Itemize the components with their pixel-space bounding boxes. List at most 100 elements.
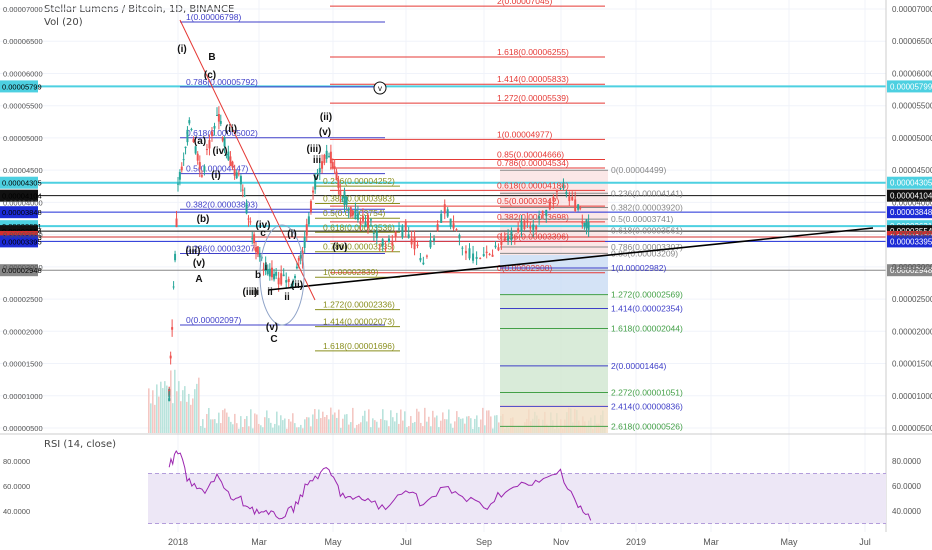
volume-bar <box>150 403 152 433</box>
candle-body <box>231 161 234 168</box>
volume-bar <box>458 417 460 433</box>
fib-right-label: 1.414(0.00002354) <box>611 303 683 313</box>
volume-bar <box>358 423 360 433</box>
volume-bar <box>274 423 276 433</box>
y-tick-label: 0.00002500 <box>892 295 932 304</box>
candle-body <box>325 150 328 159</box>
candle-body <box>475 256 478 259</box>
candle-body <box>529 226 532 229</box>
y-tick-label-left: 0.00003000 <box>3 263 43 272</box>
candle-body <box>205 149 208 151</box>
candle-body <box>468 248 471 259</box>
left-price-tag <box>0 235 38 248</box>
fib-right-label: 1.618(0.00002044) <box>611 323 683 333</box>
volume-bar <box>466 416 468 433</box>
candle-body <box>333 166 336 170</box>
candle-body <box>407 234 410 238</box>
left-price-tag-label: 0.00005799 <box>2 82 42 91</box>
rsi-tick-label-left: 60.0000 <box>3 482 30 491</box>
volume-bar <box>170 370 172 433</box>
volume-bar <box>448 409 450 433</box>
fib-right-label: 0.786(0.00003307) <box>611 242 683 252</box>
candle-body <box>180 166 183 171</box>
volume-bar <box>216 423 218 433</box>
candle-body <box>494 245 497 248</box>
candle-body <box>394 231 397 238</box>
volume-bar <box>496 415 498 433</box>
candle-body <box>247 218 250 220</box>
candle-body <box>568 196 571 202</box>
y-tick-label-left: 0.00002500 <box>3 295 43 304</box>
y-tick-label: 0.00003500 <box>892 231 932 240</box>
candle-body <box>361 216 364 221</box>
candle-body <box>458 234 461 239</box>
volume-bar <box>308 417 310 433</box>
wave-label: (c) <box>204 70 216 81</box>
volume-bar <box>306 417 308 433</box>
candle-body <box>323 154 326 164</box>
y-tick-label-left: 0.00006500 <box>3 37 43 46</box>
candle-body <box>562 186 565 188</box>
candle-body <box>290 286 293 288</box>
fib-right-label: 2.272(0.00001051) <box>611 387 683 397</box>
volume-bar <box>186 401 188 433</box>
fib-upper-label: 0.786(0.00004534) <box>497 158 569 168</box>
volume-bar <box>414 421 416 433</box>
volume-bar <box>464 423 466 433</box>
volume-bar <box>376 421 378 433</box>
wave-v-circle <box>373 81 387 95</box>
candle-body <box>354 209 357 220</box>
x-tick-label: May <box>324 537 342 547</box>
volume-bar <box>398 423 400 433</box>
volume-bar <box>230 421 232 433</box>
volume-bar <box>294 423 296 433</box>
candle-body <box>583 222 586 226</box>
volume-bar <box>196 383 198 433</box>
volume-bar <box>258 423 260 433</box>
volume-bar <box>272 427 274 433</box>
volume-bar <box>478 427 480 433</box>
fib-right-label: 0.236(0.00004141) <box>611 188 683 198</box>
volume-bar <box>442 412 444 433</box>
candle-body <box>292 280 295 285</box>
volume-bar <box>428 416 430 433</box>
candle-body <box>364 221 367 227</box>
candle-body <box>381 239 384 247</box>
candle-body <box>422 262 425 265</box>
candle-body <box>349 207 352 217</box>
volume-bar <box>426 421 428 433</box>
volume-bar <box>366 421 368 433</box>
volume-bar <box>236 423 238 433</box>
candle-body <box>523 220 526 230</box>
volume-bar <box>152 390 154 433</box>
rsi-tick-label-left: 40.0000 <box>3 507 30 516</box>
candle-body <box>587 222 590 230</box>
volume-bar <box>200 426 202 433</box>
candle-body <box>168 398 171 402</box>
volume-bar <box>210 419 212 433</box>
y-tick-label: 0.00002000 <box>892 327 932 336</box>
volume-bar <box>260 425 262 433</box>
volume-bar <box>494 415 496 433</box>
fib-left-label: 0.618(0.00005002) <box>186 128 258 138</box>
volume-bar <box>292 413 294 433</box>
candle-body <box>216 115 219 117</box>
volume-bar <box>188 393 190 433</box>
right-price-tag-label: 0.00005799 <box>890 82 932 91</box>
fib-right-label: 1.272(0.00002569) <box>611 290 683 300</box>
fib-mid-label: 0.236(0.00004252) <box>323 176 395 186</box>
y-tick-label: 0.00006000 <box>892 69 932 78</box>
wave-label: (i) <box>287 229 296 240</box>
wave-label: (a) <box>194 136 206 147</box>
candle-body <box>255 247 258 252</box>
volume-bar <box>408 426 410 433</box>
fib-upper-label: 1.414(0.00005833) <box>497 74 569 84</box>
candle-body <box>282 274 285 277</box>
left-price-tag-label: 0.00002948 <box>2 266 42 275</box>
candle-body <box>479 257 482 259</box>
candle-body <box>366 215 369 228</box>
volume-bar <box>472 428 474 433</box>
candle-body <box>345 196 348 205</box>
candle-body <box>229 156 232 166</box>
